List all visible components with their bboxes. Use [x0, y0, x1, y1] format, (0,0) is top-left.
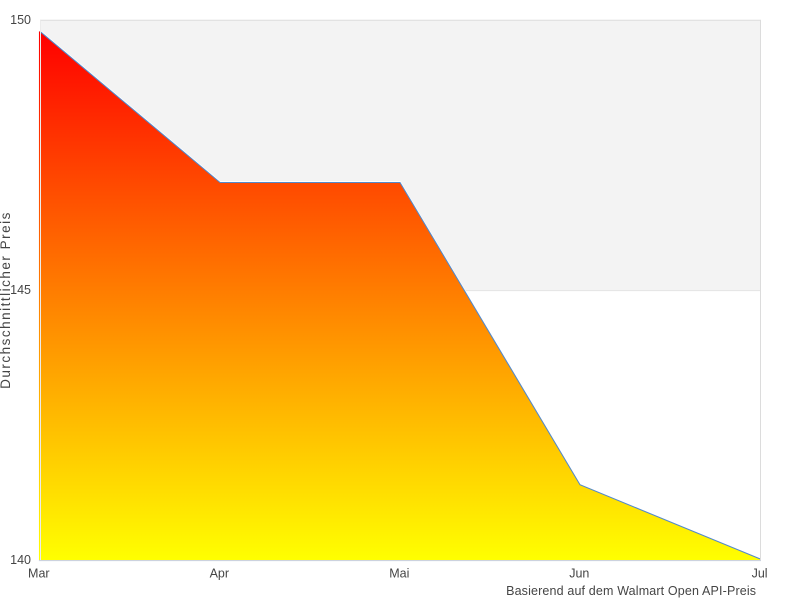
- svg-text:145: 145: [10, 283, 31, 297]
- svg-text:Durchschnittlicher Preis: Durchschnittlicher Preis: [0, 211, 13, 389]
- svg-text:Jul: Jul: [752, 567, 768, 581]
- svg-text:Jun: Jun: [569, 567, 589, 581]
- svg-text:Apr: Apr: [210, 567, 229, 581]
- svg-text:140: 140: [10, 553, 31, 567]
- svg-text:Basierend auf dem Walmart Open: Basierend auf dem Walmart Open API-Preis: [506, 584, 756, 598]
- svg-text:Mai: Mai: [389, 567, 409, 581]
- svg-text:150: 150: [10, 13, 31, 27]
- svg-text:Mar: Mar: [28, 567, 50, 581]
